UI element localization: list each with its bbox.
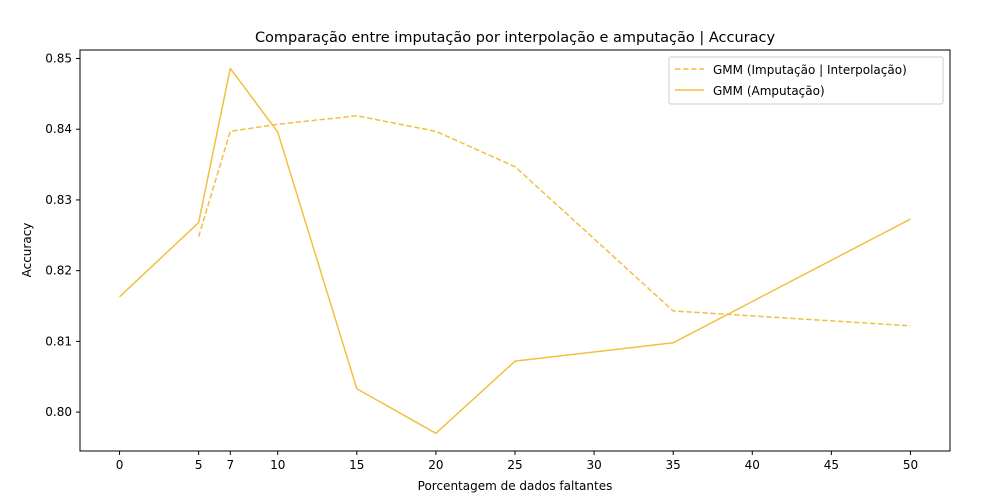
plot-area <box>119 67 911 435</box>
plot-frame <box>79 49 951 452</box>
x-tick-label: 5 <box>195 458 203 472</box>
y-axis-label: Accuracy <box>20 223 34 278</box>
x-tick-label: 7 <box>226 458 234 472</box>
x-axis-label: Porcentagem de dados faltantes <box>418 479 613 493</box>
y-tick-label: 0.84 <box>45 122 72 136</box>
legend-box <box>668 56 944 105</box>
series-line-amputacao <box>119 67 911 435</box>
chart-title: Comparação entre imputação por interpola… <box>255 30 776 46</box>
legend: GMM (Imputação | Interpolação) GMM (Ampu… <box>668 56 944 105</box>
x-tick-label: 15 <box>349 458 364 472</box>
y-tick-label: 0.81 <box>45 334 72 348</box>
legend-label-amputacao: GMM (Amputação) <box>713 84 825 98</box>
legend-label-interpolacao: GMM (Imputação | Interpolação) <box>713 63 907 77</box>
y-tick-label: 0.82 <box>45 264 72 278</box>
x-tick-label: 20 <box>428 458 443 472</box>
x-tick-label: 50 <box>903 458 918 472</box>
y-axis: 0.80 0.81 0.82 0.83 0.84 0.85 <box>45 51 80 419</box>
x-tick-label: 40 <box>745 458 760 472</box>
y-tick-label: 0.83 <box>45 193 72 207</box>
x-tick-label: 30 <box>586 458 601 472</box>
x-tick-label: 45 <box>824 458 839 472</box>
y-tick-label: 0.80 <box>45 405 72 419</box>
x-tick-label: 25 <box>507 458 522 472</box>
x-tick-label: 35 <box>666 458 681 472</box>
y-tick-label: 0.85 <box>45 51 72 65</box>
x-axis: 0 5 7 10 15 20 25 30 35 40 45 50 <box>116 451 918 472</box>
x-tick-label: 0 <box>116 458 124 472</box>
x-tick-label: 10 <box>270 458 285 472</box>
